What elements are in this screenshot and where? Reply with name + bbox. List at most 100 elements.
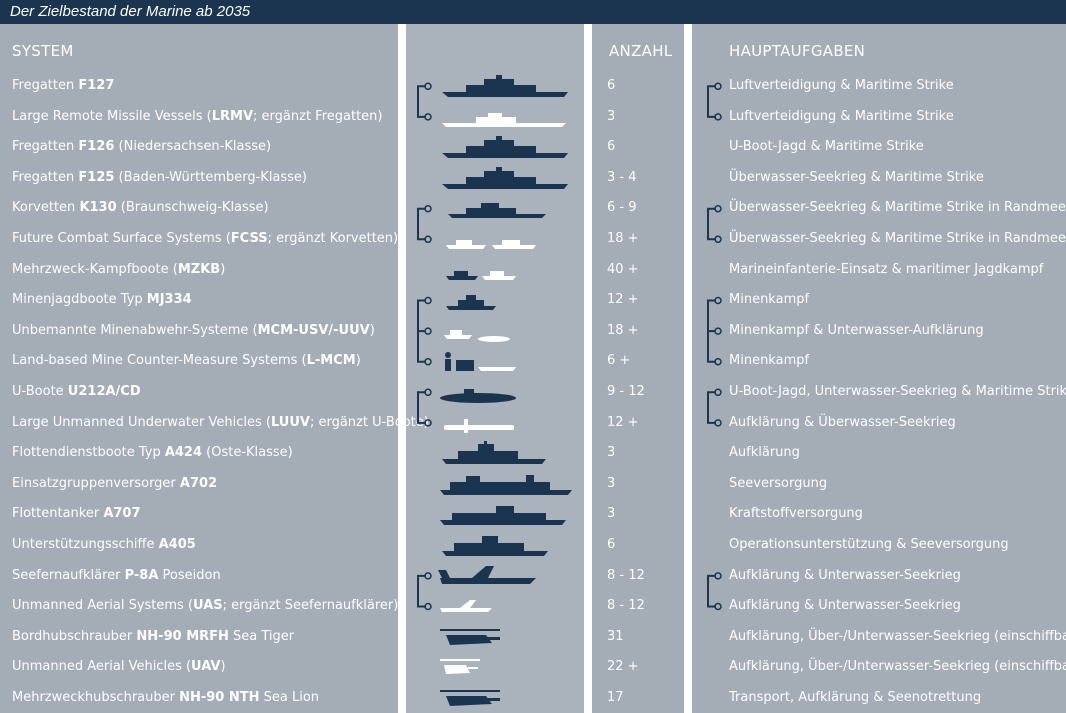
system-task: Marineinfanterie-Einsatz & maritimer Jag… xyxy=(729,261,1044,277)
system-name-code: MJ334 xyxy=(146,292,192,308)
system-count: 6 - 9 xyxy=(607,200,637,216)
system-name-prefix: Mehrzweck-Kampfboote ( xyxy=(12,261,178,277)
system-name: Land-based Mine Counter-Measure Systems … xyxy=(12,346,361,377)
system-name-suffix: Poseidon xyxy=(158,567,221,583)
table-row: Unmanned Aerial Vehicles (UAV) 22 + Aufklä… xyxy=(0,652,1066,683)
underwater-drone-icon xyxy=(444,418,514,433)
intel-ship-icon xyxy=(442,441,546,465)
header-count: ANZAHL xyxy=(609,42,673,60)
system-name-code: K130 xyxy=(79,200,117,216)
system-task: Operationsunterstützung & Seeversorgung xyxy=(729,537,1009,552)
supply-ship-icon xyxy=(440,474,572,495)
system-name-suffix: ) xyxy=(369,322,375,338)
system-task: Überwasser-Seekrieg & Maritime Strike xyxy=(729,169,984,185)
system-name-suffix: Sea Lion xyxy=(259,690,320,705)
system-name-suffix: (Baden-Württemberg-Klasse) xyxy=(114,169,308,185)
system-name: Flottentanker A707 xyxy=(12,499,141,530)
system-name: Mehrzweck-Kampfboote (MZKB) xyxy=(12,255,225,286)
system-name-prefix: Unmanned Aerial Vehicles ( xyxy=(12,659,192,675)
system-count: 3 - 4 xyxy=(607,169,637,185)
system-name-suffix: ; ergänzt Korvetten) xyxy=(267,231,399,246)
system-name-prefix: U-Boote xyxy=(12,384,68,399)
system-name-prefix: Korvetten xyxy=(12,200,80,216)
system-task: Überwasser-Seekrieg & Maritime Strike in… xyxy=(729,231,1066,246)
system-count: 6 xyxy=(607,78,616,93)
transport-helicopter-icon xyxy=(440,690,500,706)
system-name: Future Combat Surface Systems (FCSS; erg… xyxy=(12,224,398,255)
system-name-suffix: (Niedersachsen-Klasse) xyxy=(114,139,272,155)
system-name: Large Remote Missile Vessels (LRMV; ergä… xyxy=(12,102,383,133)
table-row: Einsatzgruppenversorger A702 3 Seeversorgu… xyxy=(0,469,1066,500)
system-name-code: L-MCM xyxy=(306,353,356,369)
system-count: 3 xyxy=(607,506,616,522)
system-task: Luftverteidigung & Maritime Strike xyxy=(729,78,954,93)
system-name-code: F125 xyxy=(78,169,115,185)
system-name-prefix: Mehrzweckhubschrauber xyxy=(12,690,180,705)
missile-vessel-icon xyxy=(442,112,566,127)
system-count: 31 xyxy=(607,628,624,644)
system-name-code: NH-90 NTH xyxy=(179,690,260,705)
system-count: 18 + xyxy=(607,231,639,246)
mine-drone-icon xyxy=(444,329,510,342)
system-task: Aufklärung xyxy=(729,445,800,461)
surface-drone-icon xyxy=(446,240,536,249)
system-count: 12 + xyxy=(607,414,639,430)
patrol-aircraft-icon xyxy=(438,565,536,584)
table-row: Land-based Mine Counter-Measure Systems … xyxy=(0,346,1066,377)
tasks-column xyxy=(692,24,1066,713)
system-task: Minenkampf xyxy=(729,292,810,308)
system-name-code: U212A/CD xyxy=(67,384,141,399)
system-name-prefix: Future Combat Surface Systems ( xyxy=(12,231,231,246)
system-name-prefix: Unmanned Aerial Systems ( xyxy=(12,598,194,614)
header-system: SYSTEM xyxy=(12,42,74,60)
system-name: Unmanned Aerial Vehicles (UAV) xyxy=(12,652,226,683)
system-task: U-Boot-Jagd & Maritime Strike xyxy=(729,139,924,155)
system-name-code: P-8A xyxy=(124,567,159,583)
system-count: 3 xyxy=(607,445,616,461)
table-row: Fregatten F127 6 Luftverteidigung & Mariti… xyxy=(0,71,1066,102)
system-name-prefix: Large Remote Missile Vessels ( xyxy=(12,108,212,124)
system-name-prefix: Fregatten xyxy=(12,78,79,93)
system-name: Unterstützungsschiffe A405 xyxy=(12,530,196,561)
table-row: Unterstützungsschiffe A405 6 Operationsunt… xyxy=(0,530,1066,561)
system-name: Bordhubschrauber NH-90 MRFH Sea Tiger xyxy=(12,622,294,653)
corvette-icon xyxy=(448,203,546,219)
table-row: Flottendienstboote Typ A424 (Oste-Klasse… xyxy=(0,438,1066,469)
table-row: Mehrzweck-Kampfboote (MZKB) 40 + Marineinf… xyxy=(0,255,1066,286)
system-name-suffix: ; ergänzt Fregatten) xyxy=(253,108,383,124)
system-name-prefix: Fregatten xyxy=(12,139,79,155)
combat-boat-icon xyxy=(446,270,516,280)
table-row: Future Combat Surface Systems (FCSS; erg… xyxy=(0,224,1066,255)
system-task: Minenkampf & Unterwasser-Aufklärung xyxy=(729,322,984,338)
system-count: 3 xyxy=(607,475,616,491)
system-count: 8 - 12 xyxy=(607,598,645,614)
system-name: Unbemannte Minenabwehr-Systeme (MCM-USV/… xyxy=(12,316,375,347)
system-name-prefix: Flottendienstboote Typ xyxy=(12,445,165,461)
system-name-suffix: ) xyxy=(220,659,226,675)
system-column xyxy=(0,24,398,713)
system-count: 6 xyxy=(607,537,616,552)
system-name-code: LUUV xyxy=(270,414,310,430)
system-name-prefix: Fregatten xyxy=(12,169,79,185)
system-name-code: FCSS xyxy=(230,231,268,246)
frigate-icon xyxy=(442,75,568,97)
system-task: Aufklärung & Unterwasser-Seekrieg xyxy=(729,567,961,583)
system-count: 3 xyxy=(607,108,616,124)
system-name: Fregatten F126 (Niedersachsen-Klasse) xyxy=(12,132,271,163)
system-name: Seefernaufklärer P-8A Poseidon xyxy=(12,561,221,592)
system-name-prefix: Unterstützungsschiffe xyxy=(12,537,159,552)
table-row: Fregatten F126 (Niedersachsen-Klasse) 6 U-… xyxy=(0,132,1066,163)
system-name-suffix: (Oste-Klasse) xyxy=(202,445,293,461)
system-name-prefix: Land-based Mine Counter-Measure Systems … xyxy=(12,353,307,369)
system-count: 6 xyxy=(607,139,616,155)
system-task: Überwasser-Seekrieg & Maritime Strike in… xyxy=(729,200,1066,216)
uas-icon xyxy=(440,600,492,613)
system-name-code: MZKB xyxy=(177,261,221,277)
system-name-code: UAS xyxy=(193,598,223,614)
frigate-icon xyxy=(442,136,568,159)
minehunter-icon xyxy=(446,295,496,311)
system-count: 8 - 12 xyxy=(607,567,645,583)
table-row: Mehrzweckhubschrauber NH-90 NTH Sea Lion… xyxy=(0,683,1066,713)
land-mcm-icon xyxy=(445,352,516,372)
table-row: Bordhubschrauber NH-90 MRFH Sea Tiger 31 A… xyxy=(0,622,1066,653)
